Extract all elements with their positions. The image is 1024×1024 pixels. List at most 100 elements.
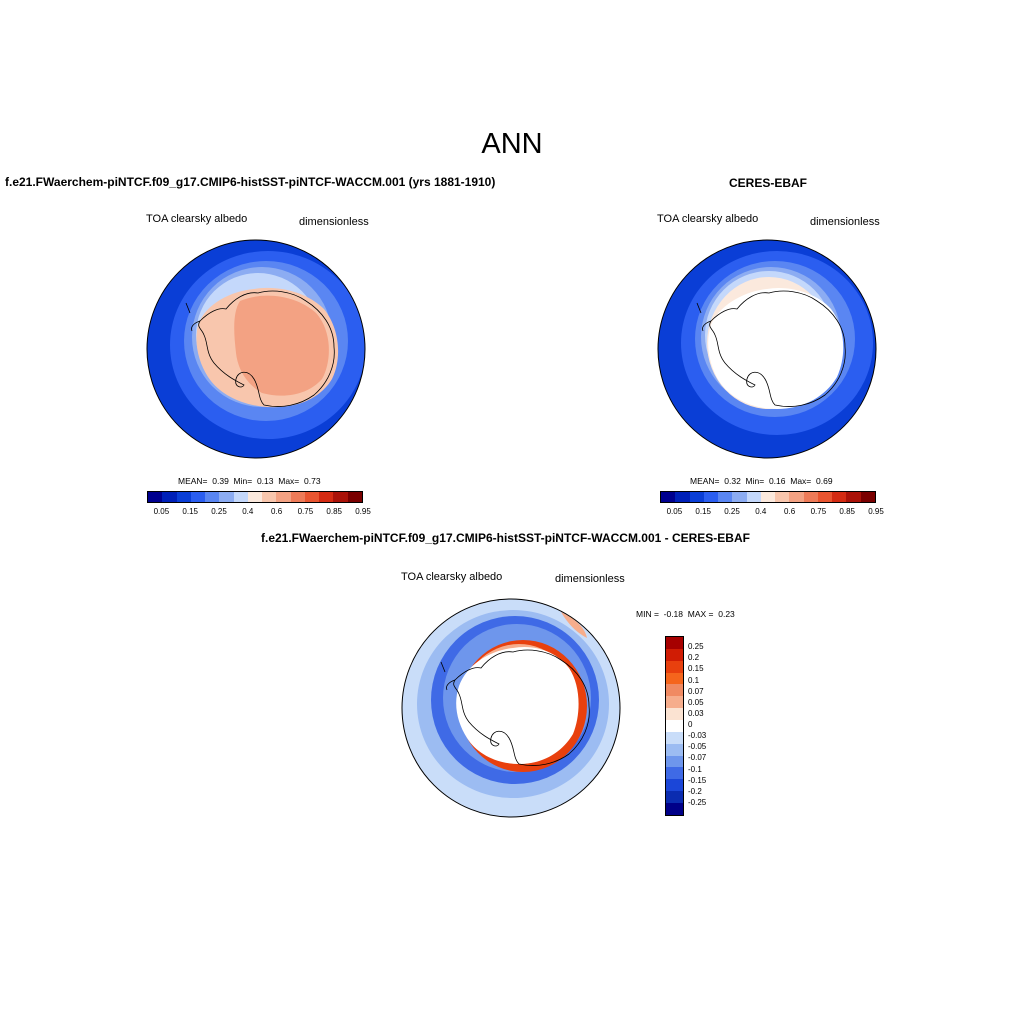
- colorbar-diff: [665, 636, 684, 816]
- colorbar-tick-label: 0.05: [666, 507, 683, 516]
- mean-value: 0.32: [724, 476, 741, 486]
- colorbar-swatch: [732, 492, 747, 502]
- colorbar-swatch: [333, 492, 348, 502]
- colorbar-swatch: [666, 672, 683, 685]
- colorbar-cells: [660, 491, 876, 503]
- colorbar-ticks: 0.05 0.15 0.25 0.4 0.6 0.75 0.85 0.95: [660, 503, 884, 516]
- peninsula-coastline: [440, 661, 456, 691]
- max-value: 0.69: [816, 476, 833, 486]
- max-value: 0.23: [718, 609, 735, 619]
- peninsula-coastline: [696, 302, 712, 332]
- colorbar-swatch: [746, 492, 761, 502]
- colorbar-swatch: [666, 779, 683, 792]
- colorbar-swatch: [666, 767, 683, 780]
- colorbar-obs: 0.05 0.15 0.25 0.4 0.6 0.75 0.85 0.95: [660, 491, 884, 516]
- colorbar-tick-label: -0.03: [688, 731, 707, 741]
- colorbar-swatch: [290, 492, 305, 502]
- antarctic-coastline: [453, 649, 590, 766]
- colorbar-swatch: [205, 492, 220, 502]
- land-albedo-region: [234, 295, 329, 396]
- max-label: Max=: [790, 476, 812, 486]
- max-label: Max=: [278, 476, 300, 486]
- colorbar-swatch: [247, 492, 263, 502]
- colorbar-swatch: [666, 731, 683, 744]
- colorbar-tick-label: 0: [688, 720, 693, 729]
- units-label-obs: dimensionless: [810, 216, 880, 228]
- colorbar-swatch: [666, 743, 683, 756]
- min-value: 0.16: [768, 476, 786, 486]
- colorbar-cells: [147, 491, 363, 503]
- colorbar-tick-label: 0.95: [868, 507, 884, 516]
- colorbar-model: 0.05 0.15 0.25 0.4 0.6 0.75 0.85 0.95: [147, 491, 371, 516]
- missing-data-region: [708, 287, 844, 409]
- colorbar-tick-label: 0.95: [355, 507, 371, 516]
- colorbar-ticks: 0.25 0.2 0.15 0.1 0.07 0.05 0.03 0 -0.03 -0.05 -0.…: [688, 636, 728, 814]
- colorbar-tick-label: -0.1: [688, 764, 702, 774]
- colorbar-swatch: [162, 492, 177, 502]
- min-label: Min=: [745, 476, 765, 486]
- colorbar-tick-label: 0.6: [784, 507, 796, 516]
- colorbar-swatch: [789, 492, 804, 502]
- colorbar-swatch: [219, 492, 234, 502]
- page-title: ANN: [481, 128, 543, 160]
- colorbar-tick-label: 0.25: [211, 507, 227, 516]
- colorbar-tick-label: 0.25: [724, 507, 740, 516]
- max-value: 0.73: [304, 476, 321, 486]
- colorbar-swatch: [661, 492, 676, 502]
- colorbar-swatch: [148, 492, 163, 502]
- colorbar-ticks: 0.05 0.15 0.25 0.4 0.6 0.75 0.85 0.95: [147, 503, 371, 516]
- colorbar-swatch: [666, 648, 683, 661]
- mean-label: MEAN=: [178, 476, 208, 486]
- mean-value: 0.39: [212, 476, 229, 486]
- colorbar-swatch: [319, 492, 334, 502]
- colorbar-tick-label: 0.15: [182, 507, 198, 516]
- colorbar-swatch: [190, 492, 206, 502]
- colorbar-tick-label: 0.05: [688, 697, 704, 707]
- colorbar-tick-label: 0.85: [326, 507, 342, 516]
- min-value: -0.18: [663, 609, 684, 619]
- colorbar-swatch: [347, 492, 362, 502]
- polar-map-obs: [657, 239, 877, 459]
- colorbar-tick-label: -0.25: [688, 797, 707, 807]
- panel-title-obs: CERES-EBAF: [729, 176, 808, 190]
- stats-line-obs: MEAN= 0.32 Min= 0.16 Max= 0.69: [690, 476, 833, 486]
- diff-positive-patch-top: [561, 612, 587, 638]
- colorbar-swatch: [689, 492, 704, 502]
- colorbar-swatch: [832, 492, 847, 502]
- colorbar-tick-label: 0.03: [688, 708, 704, 718]
- colorbar-tick-label: 0.25: [688, 642, 704, 652]
- colorbar-swatch: [860, 492, 875, 502]
- colorbar-swatch: [703, 492, 719, 502]
- colorbar-swatch: [675, 492, 690, 502]
- colorbar-swatch: [666, 708, 683, 721]
- colorbar-swatch: [718, 492, 733, 502]
- mean-label: MEAN=: [690, 476, 720, 486]
- colorbar-swatch: [666, 637, 683, 649]
- antarctic-coastline: [709, 290, 846, 407]
- stats-line-diff: MIN = -0.18 MAX = 0.23: [636, 609, 735, 619]
- colorbar-tick-label: 0.75: [297, 507, 314, 516]
- colorbar-swatch: [666, 660, 683, 673]
- missing-data-region: [456, 646, 579, 764]
- colorbar-tick-label: 0.4: [755, 507, 767, 516]
- max-label: MAX =: [687, 609, 714, 619]
- colorbar-tick-label: 0.2: [688, 653, 700, 663]
- colorbar-tick-label: 0.6: [271, 507, 283, 516]
- panel-title-model: f.e21.FWaerchem-piNTCF.f09_g17.CMIP6-his…: [5, 175, 496, 189]
- units-label-diff: dimensionless: [555, 573, 625, 585]
- colorbar-tick-label: 0.75: [810, 507, 827, 516]
- colorbar-tick-label: -0.2: [688, 786, 702, 796]
- peninsula-coastline: [185, 302, 201, 332]
- colorbar-tick-label: 0.15: [688, 664, 704, 674]
- colorbar-swatch: [803, 492, 818, 502]
- variable-label-model: TOA clearsky albedo: [146, 213, 248, 225]
- colorbar-tick-label: 0.4: [242, 507, 254, 516]
- colorbar-swatch: [304, 492, 320, 502]
- variable-label-obs: TOA clearsky albedo: [657, 213, 759, 225]
- panel-title-diff: f.e21.FWaerchem-piNTCF.f09_g17.CMIP6-his…: [261, 531, 750, 545]
- colorbar-swatch: [666, 696, 683, 709]
- colorbar-tick-label: -0.07: [688, 753, 707, 763]
- variable-label-diff: TOA clearsky albedo: [401, 571, 503, 583]
- colorbar-swatch: [666, 803, 683, 815]
- min-label: MIN =: [636, 609, 659, 619]
